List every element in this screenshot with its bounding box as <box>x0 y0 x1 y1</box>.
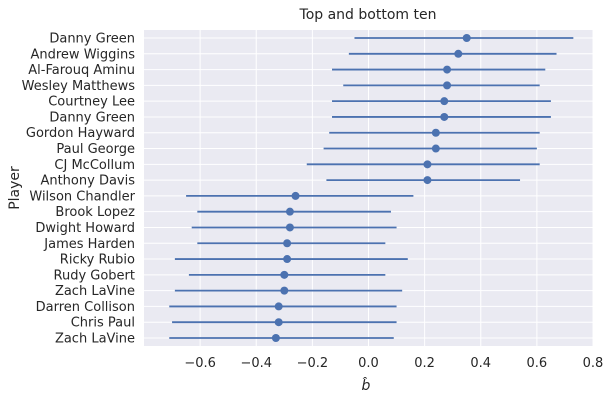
y-tick-label: CJ McCollum <box>54 158 135 173</box>
estimate-point <box>443 65 452 74</box>
estimate-point <box>285 207 294 216</box>
estimate-point <box>443 81 452 90</box>
estimate-point <box>283 239 292 248</box>
y-tick-label: Andrew Wiggins <box>30 47 135 62</box>
x-tick-label: 0.8 <box>583 356 604 371</box>
y-tick-label: Danny Green <box>49 32 135 47</box>
data-series <box>169 34 574 342</box>
estimate-point <box>440 97 449 106</box>
y-tick-label: Rudy Gobert <box>54 268 136 283</box>
x-tick-label: 0.0 <box>358 356 379 371</box>
x-tick-label: 0.2 <box>414 356 435 371</box>
x-tick-label: 0.6 <box>527 356 548 371</box>
estimate-point <box>462 34 471 42</box>
y-tick-label: Anthony Davis <box>40 174 135 189</box>
estimate-point <box>271 334 280 342</box>
estimate-point <box>431 128 440 137</box>
y-tick-label: Courtney Lee <box>48 95 135 110</box>
y-tick-label: Al-Farouq Aminu <box>28 63 135 78</box>
y-tick-label: Zach LaVine <box>55 332 135 347</box>
y-tick-label: James Harden <box>43 237 135 252</box>
estimate-point <box>283 255 292 264</box>
chart-title: Top and bottom ten <box>299 7 437 23</box>
y-tick-label: Paul George <box>56 142 135 157</box>
x-tick-label: 0.4 <box>470 356 491 371</box>
estimate-point <box>423 176 432 185</box>
x-tick-label: −0.4 <box>240 356 272 371</box>
estimate-point <box>291 191 300 200</box>
estimate-point <box>280 270 289 279</box>
estimate-point <box>274 318 283 327</box>
y-tick-label: Danny Green <box>49 110 135 125</box>
estimate-point <box>280 286 289 295</box>
estimate-point <box>285 223 294 232</box>
estimate-point <box>454 49 463 58</box>
y-tick-label: Brook Lopez <box>55 205 135 220</box>
y-tick-label: Zach LaVine <box>55 284 135 299</box>
estimate-point <box>423 160 432 169</box>
y-axis-label: Player <box>7 166 23 210</box>
y-tick-label: Chris Paul <box>71 316 135 331</box>
x-tick-label: −0.2 <box>297 356 329 371</box>
y-tick-label: Dwight Howard <box>35 221 135 236</box>
y-tick-label: Gordon Hayward <box>26 126 135 141</box>
y-tick-label: Wilson Chandler <box>29 189 135 204</box>
estimate-point <box>440 112 449 121</box>
x-tick-label: −0.6 <box>184 356 216 371</box>
y-tick-label: Darren Collison <box>36 300 135 315</box>
y-tick-label: Wesley Matthews <box>22 79 136 94</box>
estimate-point <box>274 302 283 311</box>
estimate-point <box>431 144 440 153</box>
y-tick-label: Ricky Rubio <box>60 253 135 268</box>
x-axis-label: b̂ <box>362 377 371 394</box>
